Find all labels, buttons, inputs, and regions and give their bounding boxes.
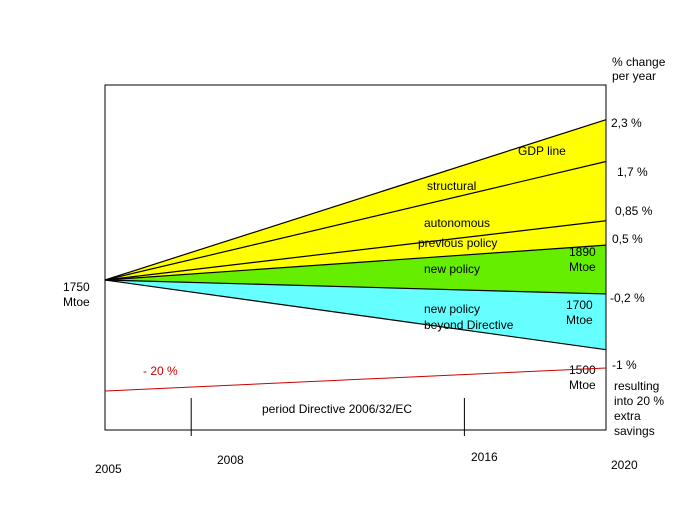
rate-label-5: -0,2 % [610, 291, 645, 305]
result-note-line-3: extra [614, 409, 641, 423]
band-label-2: structural [427, 179, 476, 193]
band-label-4: previous policy [418, 236, 497, 250]
endpoint-label-1-line-2: Mtoe [569, 260, 596, 274]
endpoint-label-2-line-1: 1700 [566, 298, 593, 312]
band-label-7: beyond Directive [424, 318, 514, 332]
start-label-line-2: Mtoe [63, 295, 90, 309]
x-tick-label-3: 2016 [471, 450, 498, 464]
target-line [104, 367, 607, 392]
rate-line-4 [104, 244, 607, 281]
band-label-6: new policy [424, 302, 480, 316]
period-label: period Directive 2006/32/EC [262, 402, 412, 416]
result-note-line-1: resulting [614, 379, 659, 393]
start-label-line-1: 1750 [63, 280, 90, 294]
endpoint-label-1-line-1: 1890 [569, 245, 596, 259]
rate-line-5 [104, 279, 607, 295]
endpoint-label-3-line-1: 1500 [569, 363, 596, 377]
rate-label-3: 0,85 % [615, 204, 653, 218]
rate-line-6 [104, 279, 607, 351]
rate-label-1: 2,3 % [611, 116, 642, 130]
right-axis-title-line-1: % change [612, 55, 666, 69]
rate-line-1 [104, 119, 607, 281]
x-tick-label-2: 2008 [217, 453, 244, 467]
result-note-line-4: savings [614, 424, 655, 438]
band-label-1: GDP line [518, 144, 566, 158]
rate-label-4: 0,5 % [612, 232, 643, 246]
rate-line-3 [104, 220, 607, 281]
band-label-3: autonomous [424, 216, 490, 230]
rate-label-2: 1,7 % [617, 165, 648, 179]
right-axis-title-line-2: per year [612, 69, 656, 83]
rate-label-6: -1 % [612, 358, 637, 372]
endpoint-label-3-line-2: Mtoe [569, 378, 596, 392]
rate-line-2 [104, 160, 607, 281]
band-4 [105, 245, 606, 294]
band-label-5: new policy [424, 262, 480, 276]
x-tick-label-1: 2005 [95, 462, 122, 476]
x-tick-label-4: 2020 [611, 458, 638, 472]
result-note-line-2: into 20 % [614, 394, 664, 408]
endpoint-label-2-line-2: Mtoe [566, 313, 593, 327]
target-label: - 20 % [143, 364, 178, 378]
